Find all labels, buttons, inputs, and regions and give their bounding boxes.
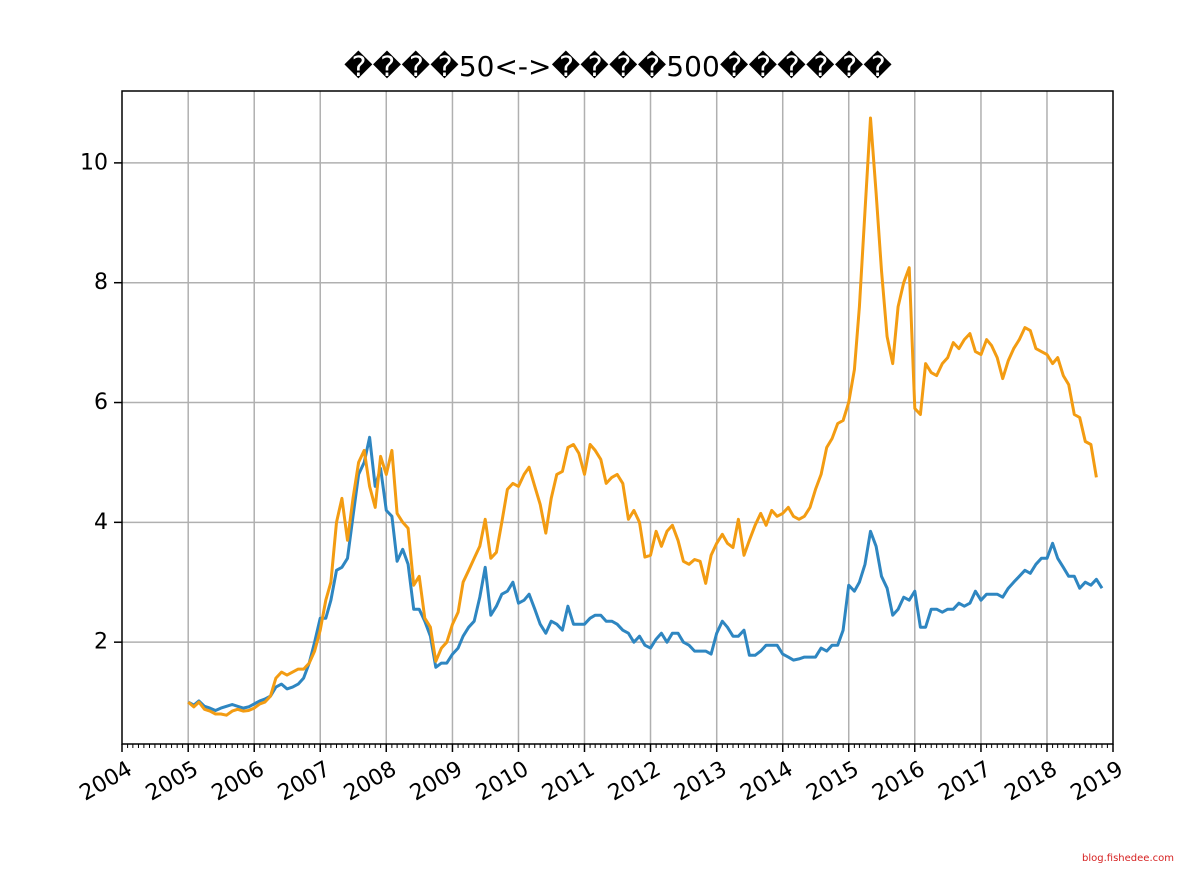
series-2-line <box>187 116 1098 717</box>
y-tick-label: 4 <box>94 510 108 535</box>
y-tick-label: 6 <box>94 390 108 415</box>
x-tick-label: 2006 <box>208 757 269 807</box>
y-axis: 2 4 6 8 10 <box>80 150 122 655</box>
x-tick-label: 2004 <box>76 757 137 807</box>
x-axis: 2004 2005 2006 2007 2008 2009 2010 2011 2012 2013… <box>76 744 1128 806</box>
x-tick-label: 2015 <box>802 757 863 807</box>
x-tick-label: 2005 <box>142 757 203 807</box>
x-tick-label: 2010 <box>472 757 533 807</box>
grid <box>122 91 1113 744</box>
y-tick-label: 10 <box>80 150 108 175</box>
chart-title: ����50<->����500������ <box>344 50 892 83</box>
watermark: blog.fishedee.com <box>1082 853 1174 864</box>
series-1-line <box>187 435 1104 712</box>
x-tick-label: 2013 <box>670 757 731 807</box>
x-tick-label: 2017 <box>935 757 996 807</box>
x-tick-label: 2018 <box>1001 757 1062 807</box>
x-tick-label: 2009 <box>406 757 467 807</box>
x-tick-label: 2011 <box>538 757 599 807</box>
series-layer <box>187 116 1104 717</box>
y-tick-label: 2 <box>94 630 108 655</box>
x-tick-label: 2016 <box>868 757 929 807</box>
x-tick-label: 2007 <box>274 757 335 807</box>
y-tick-label: 8 <box>94 270 108 295</box>
x-tick-label: 2014 <box>736 757 797 807</box>
plot-frame <box>121 90 1114 745</box>
x-tick-label: 2019 <box>1067 757 1128 807</box>
x-tick-label: 2008 <box>340 757 401 807</box>
x-tick-label: 2012 <box>604 757 665 807</box>
